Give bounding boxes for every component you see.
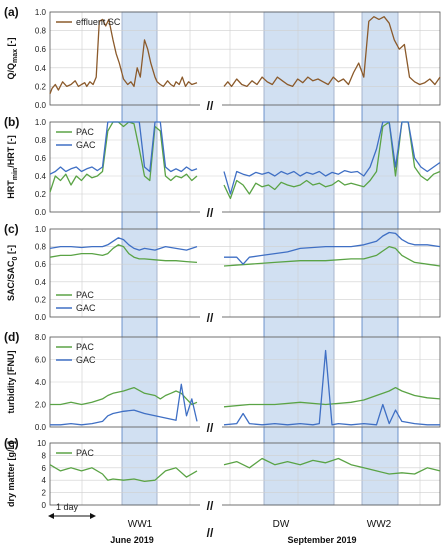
event-shading-2 (263, 11, 335, 506)
y-axis-label: dry matter [g/L] (6, 441, 16, 507)
y-tick-label: 0.4 (35, 172, 47, 181)
event-shading (121, 11, 399, 506)
axis-break-icon: // (207, 311, 214, 325)
panel-d: 0.0 2.0 4.0 6.0 8.0 PAC GAC turbidity [FNU] (d) /… (4, 330, 441, 435)
series-line-pac (49, 464, 198, 483)
y-tick-label: 0.4 (35, 64, 47, 73)
axis-break-bg (200, 499, 222, 511)
series-line-part-3 (223, 349, 440, 426)
axis-break-bg (200, 311, 222, 323)
y-tick-label: 4 (42, 476, 47, 485)
plot-frame (49, 442, 441, 506)
series-line-part-1 (223, 16, 441, 88)
legend-entry: GAC (76, 140, 96, 150)
y-tick-label: 8 (42, 451, 47, 460)
series-line-gac (49, 237, 198, 251)
legend-entry: effluent SC (76, 17, 121, 27)
one-day-label: 1 day (56, 502, 79, 512)
legend-entry: GAC (76, 303, 96, 313)
legend-entry: GAC (76, 355, 96, 365)
panel-e: 0 2 4 6 8 10 PAC dry matter [g/L](e) // (4, 436, 441, 513)
y-axis-label: HRTmin/HRT [-] (6, 135, 19, 198)
y-tick-label: 0.2 (35, 82, 47, 91)
legend-entry: PAC (76, 127, 94, 137)
arrow-right-icon (90, 513, 96, 519)
axis-break-bg (200, 99, 222, 111)
event-label-dw: DW (273, 519, 290, 530)
panels: 0.0 0.2 0.4 0.6 0.8 1.0 effluent SC Q/Qmax [-] (… (4, 5, 441, 540)
panel-a: 0.0 0.2 0.4 0.6 0.8 1.0 effluent SC Q/Qmax [-] (… (4, 5, 441, 113)
y-tick-label: 6.0 (35, 356, 47, 365)
axis-break-icon: // (207, 99, 214, 113)
y-tick-label: 0.6 (35, 260, 47, 269)
y-tick-label: 1.0 (35, 118, 47, 127)
y-tick-label: 6 (42, 464, 47, 473)
panel-tag: (b) (4, 115, 19, 129)
legend-entry: PAC (76, 448, 94, 458)
y-tick-label: 2.0 (35, 401, 47, 410)
axis-break-icon: // (207, 206, 214, 220)
y-tick-label: 0.0 (35, 423, 47, 432)
axis-break-icon: // (207, 499, 214, 513)
y-tick-label: 0.0 (35, 101, 47, 110)
y-axis-label: Q/Qmax [-] (6, 37, 19, 79)
y-tick-label: 10 (37, 439, 46, 448)
series-line-part-2 (223, 386, 441, 408)
plot-frame (49, 228, 441, 318)
event-label-ww1: WW1 (128, 519, 153, 530)
panel-tag: (c) (4, 222, 19, 236)
series-line-effluent-sc (49, 18, 198, 95)
panel-b: 0.0 0.2 0.4 0.6 0.8 1.0 PAC GAC HRTmin/HRT [-] (b… (4, 115, 441, 220)
series-line-part-3 (223, 121, 441, 195)
plot-frame (49, 11, 441, 106)
series-line-part-3 (224, 231, 441, 265)
y-tick-label: 0.6 (35, 45, 47, 54)
y-tick-label: 0.2 (35, 190, 47, 199)
y-tick-label: 8.0 (35, 333, 47, 342)
event-label-ww2: WW2 (367, 519, 392, 530)
arrow-left-icon (48, 513, 54, 519)
y-tick-label: 0 (42, 501, 47, 510)
y-tick-label: 0.8 (35, 27, 47, 36)
series-line-pac (49, 121, 198, 193)
legend-entry: PAC (76, 290, 94, 300)
series-line-part-2 (223, 245, 441, 267)
legend-entry: PAC (76, 342, 94, 352)
axis-break-bg (200, 206, 222, 218)
y-tick-label: 1.0 (35, 225, 47, 234)
series-line-part-1 (223, 457, 441, 475)
panel-tag: (a) (4, 5, 19, 19)
series-line-pac (49, 244, 198, 264)
axis-break-bg (200, 421, 222, 433)
one-day-indicator: 1 day (48, 502, 96, 519)
y-tick-label: 0.8 (35, 243, 47, 252)
panel-tag: (e) (4, 436, 19, 450)
axis-break-bottom-icon: // (207, 526, 214, 540)
plot-frame (49, 336, 441, 428)
y-tick-label: 2 (42, 489, 47, 498)
y-axis-label: SAC/SAC0 [-] (6, 245, 19, 301)
y-tick-label: 0.8 (35, 136, 47, 145)
event-shading-3 (361, 11, 399, 506)
y-tick-label: 0.0 (35, 208, 47, 217)
y-tick-label: 0.0 (35, 313, 47, 322)
month-label-june: June 2019 (110, 535, 154, 545)
y-tick-label: 4.0 (35, 378, 47, 387)
y-tick-label: 1.0 (35, 8, 47, 17)
series-line-gac (50, 383, 198, 426)
panel-tag: (d) (4, 330, 19, 344)
y-tick-label: 0.4 (35, 278, 47, 287)
y-axis-label: turbidity [FNU] (6, 351, 16, 414)
panel-c: 0.0 0.2 0.4 0.6 0.8 1.0 PAC GAC SAC/SAC0 [-] (c) /… (4, 222, 441, 325)
series-line-gac (49, 121, 198, 175)
y-tick-label: 0.6 (35, 154, 47, 163)
axis-break-icon: // (207, 421, 214, 435)
y-tick-label: 0.2 (35, 295, 47, 304)
plot-frame (49, 121, 441, 213)
month-label-september: September 2019 (287, 535, 356, 545)
